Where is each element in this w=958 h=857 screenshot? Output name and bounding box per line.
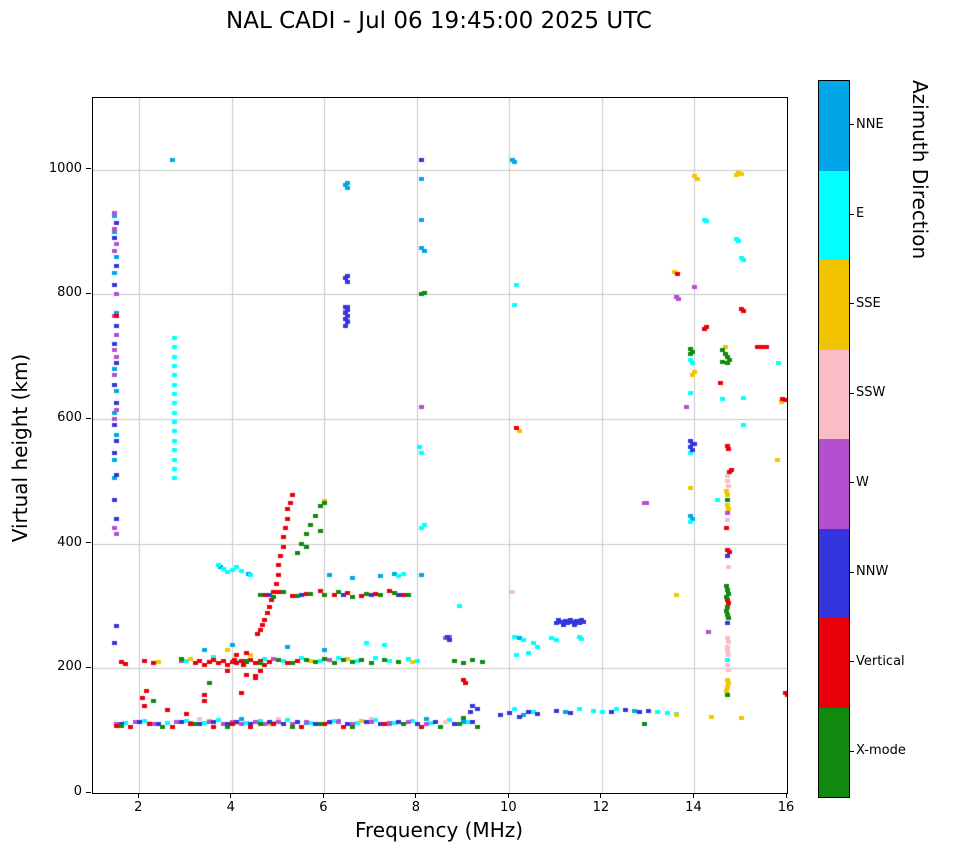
x-tick-mark [785, 793, 787, 798]
colorbar-tick-mark [850, 661, 854, 663]
x-tick-label: 4 [226, 800, 235, 815]
plot-area [92, 97, 788, 794]
colorbar-segment-ssw [819, 349, 849, 439]
colorbar-segment-sse [819, 260, 849, 350]
colorbar-tick-mark [850, 124, 854, 126]
y-tick-mark [86, 292, 91, 294]
y-tick-label: 0 [73, 784, 82, 799]
y-axis-label: Virtual height (km) [8, 353, 32, 543]
y-tick-label: 200 [57, 659, 82, 675]
colorbar-label-sse: SSE [856, 295, 881, 311]
azimuth-colorbar [818, 80, 850, 798]
x-tick-mark [415, 793, 417, 798]
colorbar-tick-mark [850, 482, 854, 484]
colorbar-segment-nne [819, 81, 849, 171]
colorbar-tick-mark [850, 392, 854, 394]
colorbar-label-ssw: SSW [856, 385, 886, 401]
colorbar-tick-mark [850, 750, 854, 752]
x-tick-label: 16 [777, 800, 795, 815]
x-tick-label: 10 [500, 800, 517, 815]
x-tick-label: 14 [685, 800, 702, 815]
colorbar-label-vertical: Vertical [856, 653, 905, 669]
scatter-canvas [93, 98, 787, 793]
x-tick-label: 2 [134, 800, 143, 815]
chart-title: NAL CADI - Jul 06 19:45:00 2025 UTC [226, 8, 652, 34]
y-tick-mark [86, 417, 91, 419]
x-tick-label: 8 [411, 800, 420, 815]
x-tick-mark [230, 793, 232, 798]
colorbar-segment-w [819, 439, 849, 529]
y-tick-label: 800 [57, 285, 82, 301]
x-tick-mark [322, 793, 324, 798]
x-tick-mark [692, 793, 694, 798]
y-tick-label: 600 [57, 410, 82, 425]
y-tick-label: 400 [57, 534, 82, 550]
colorbar-label-w: W [856, 474, 869, 490]
colorbar-tick-mark [850, 213, 854, 215]
y-tick-label: 1000 [48, 160, 82, 176]
colorbar-segment-x-mode [819, 707, 849, 797]
x-tick-mark [600, 793, 602, 798]
colorbar-segment-nnw [819, 528, 849, 618]
y-tick-mark [86, 666, 91, 668]
x-axis-label: Frequency (MHz) [354, 818, 524, 842]
colorbar-label-nnw: NNW [856, 564, 889, 580]
x-tick-mark [137, 793, 139, 798]
x-tick-mark [507, 793, 509, 798]
colorbar-label-e: E [856, 206, 865, 222]
colorbar-segment-e [819, 170, 849, 260]
y-tick-mark [86, 791, 91, 793]
colorbar-tick-mark [850, 303, 854, 305]
colorbar-label-x-mode: X-mode [856, 743, 906, 759]
colorbar-axis-label: Azimuth Direction [908, 80, 932, 260]
colorbar-tick-mark [850, 571, 854, 573]
x-tick-label: 6 [319, 800, 328, 815]
colorbar-segment-vertical [819, 618, 849, 708]
colorbar-label-nne: NNE [856, 116, 884, 132]
y-tick-mark [86, 168, 91, 170]
x-tick-label: 12 [592, 800, 610, 815]
y-tick-mark [86, 542, 91, 544]
